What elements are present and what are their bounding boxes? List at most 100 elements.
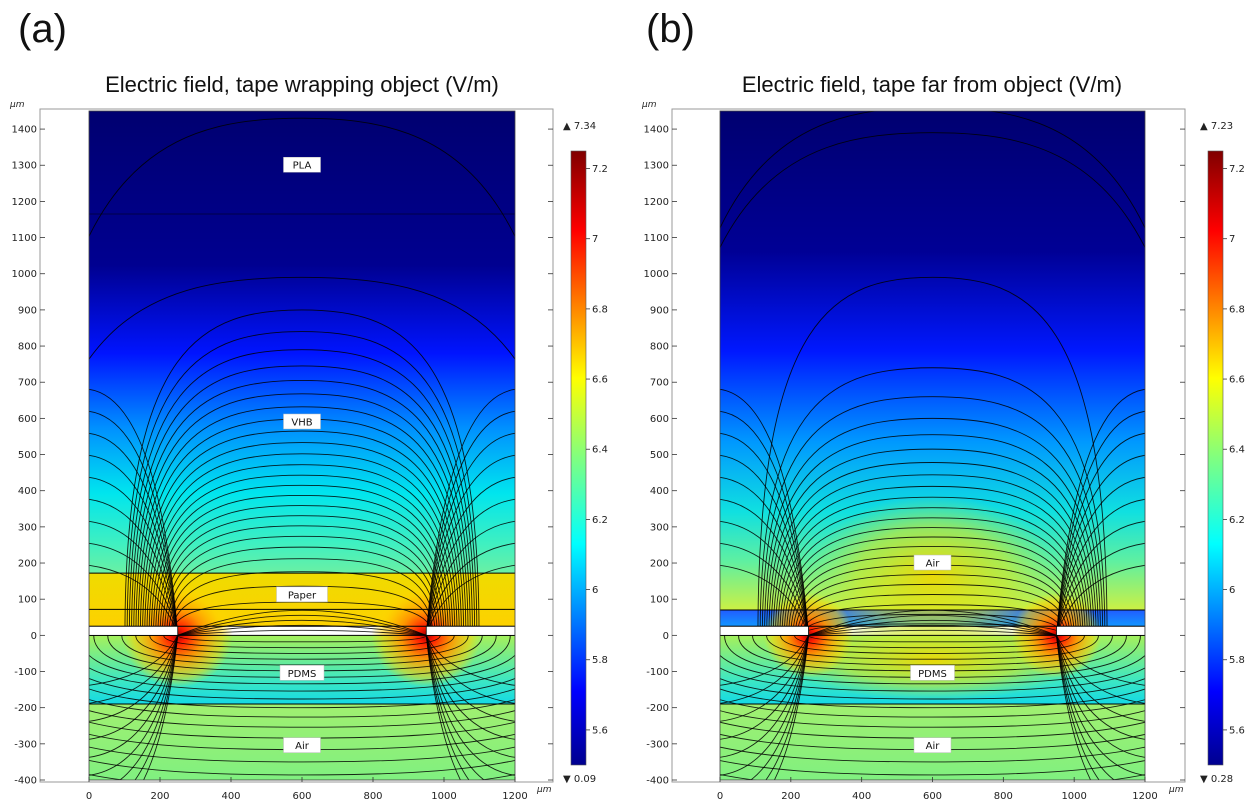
field-line [171,585,433,636]
x-tick-label: 200 [150,791,169,802]
region-label-box [913,554,952,571]
field-line [425,388,515,636]
field-line [89,635,179,758]
field-line [786,536,1079,636]
field-line [720,132,1145,249]
field-line [177,619,427,636]
field-line [1056,564,1145,636]
field-line [1056,635,1145,776]
field-line [161,525,443,636]
field-line [177,629,427,636]
field-line [794,635,1071,649]
field-line [1056,635,1092,780]
x-tick-label: 400 [852,791,871,802]
y-tick-label: 500 [650,450,669,461]
y-tick-label: 900 [650,305,669,316]
field-line [757,276,1108,636]
field-line [1056,388,1145,636]
y-tick-label: 500 [18,450,37,461]
y-tick-label: 1300 [12,161,37,172]
field-line [425,635,486,780]
panel-b-label: (b) [646,7,695,51]
field-line [89,276,515,361]
field-line [170,571,434,636]
field-line [720,746,1145,763]
field-line [720,760,1145,776]
field-line [720,388,809,636]
electrode-left [720,625,809,636]
y-tick-label: 400 [650,486,669,497]
x-tick-label: 1200 [502,791,527,802]
field-line [720,476,809,636]
colorbar-tick-label: 6.8 [592,304,608,315]
x-tick-label: 800 [363,791,382,802]
field-line [133,379,471,636]
field-line [808,634,1057,643]
colorbar-tick-label: 6.4 [592,445,608,456]
field-line [89,542,179,636]
field-line [166,546,438,636]
field-line [802,613,1063,636]
field-line [1056,542,1145,636]
panel-b-plot: -400 -300 -200 -100 0 100 200 300 400 500 600 700 80… [641,100,1245,802]
field-line [773,635,809,780]
y-tick-label: 1200 [12,197,37,208]
field-line [720,678,1145,700]
field-line [720,688,1145,709]
y-tick-label: -300 [14,739,37,750]
field-line [749,635,809,780]
y-tick-label: 0 [663,631,669,642]
field-line [425,454,515,636]
field-line [720,699,1145,718]
field-line [425,635,462,780]
colorbar-max-label: ▲ 7.23 [1200,121,1233,132]
field-line [720,410,809,636]
field-line [89,635,179,722]
field-line [1056,432,1145,636]
field-line [425,635,515,686]
field-line [720,635,809,722]
x-tick-label: 1200 [1132,791,1157,802]
field-map [720,111,1145,780]
region-label: Air [926,741,941,752]
field-line [772,474,1093,636]
field-line [157,505,447,636]
field-line [134,635,179,780]
region-label: PLA [293,161,312,172]
field-line [177,609,427,636]
field-map [89,111,515,780]
field-line [89,677,515,700]
field-line [720,432,809,636]
field-line [89,759,515,776]
y-tick-label: 200 [650,559,669,570]
field-line [89,117,515,238]
field-line [177,624,427,636]
field-line [150,474,454,636]
field-line [118,635,179,780]
panel-a-plot: -400 -300 -200 -100 0 100 200 300 400 500 600 700 80… [9,100,608,802]
colorbar [1207,150,1224,766]
colorbar-min-label: ▼ 0.28 [1200,774,1233,785]
pdms-warm [783,620,1082,701]
field-line [89,635,179,740]
field-line [808,624,1057,636]
y-tick-label: -300 [646,739,669,750]
field-line [780,635,1085,654]
y-unit: µm [9,100,25,110]
field-line [135,635,469,660]
field-line [89,410,179,636]
x-tick-label: 800 [994,791,1013,802]
panel-a-title: Electric field, tape wrapping object (V/… [105,72,499,97]
colorbar-min-label: ▼ 0.09 [563,774,596,785]
colorbar-tick-label: 6.6 [592,375,608,386]
field-line [425,410,515,636]
electrode-right [1056,625,1145,636]
y-tick-label: -200 [14,703,37,714]
y-unit: µm [641,100,657,110]
region-label-box [283,413,321,430]
region-label: PDMS [918,669,947,680]
y-tick-label: 1100 [644,233,669,244]
y-tick-label: -100 [646,667,669,678]
field-line [1056,635,1145,686]
electrode-right [425,625,515,636]
